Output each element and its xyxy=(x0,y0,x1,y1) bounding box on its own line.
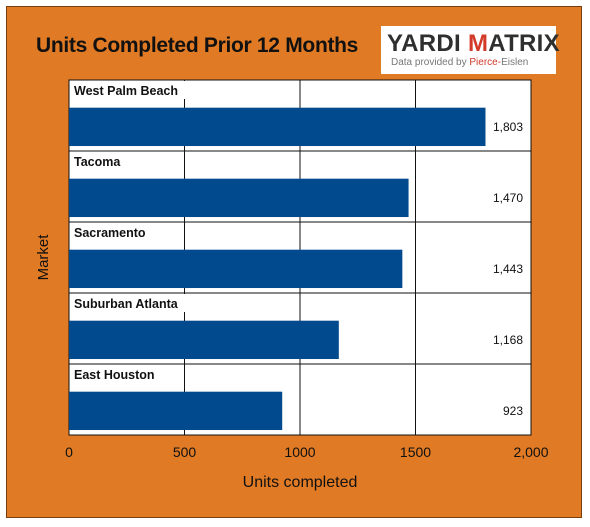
bars xyxy=(69,107,486,431)
category-label-bg xyxy=(70,294,200,312)
category-label: Suburban Atlanta xyxy=(74,297,179,311)
logo-tagline-pierce: Pierce- xyxy=(469,57,502,68)
value-labels: 1,803 1,470 1,443 1,168 923 xyxy=(493,120,523,418)
category-label-bg xyxy=(70,223,154,241)
logo-word-yardi: YARDI xyxy=(387,30,468,57)
x-tick-label: 500 xyxy=(173,444,197,460)
category-label: Sacramento xyxy=(74,226,146,240)
category-label: Tacoma xyxy=(74,155,121,169)
value-label: 1,443 xyxy=(493,262,523,276)
logo-tagline-eislen: Eislen xyxy=(501,57,529,68)
value-label: 1,470 xyxy=(493,191,523,205)
x-tick-labels: 0 500 1000 1500 2,000 xyxy=(65,444,549,460)
category-label: East Houston xyxy=(74,368,155,382)
category-label-bg xyxy=(70,152,124,170)
value-label: 1,803 xyxy=(493,120,523,134)
value-label: 1,168 xyxy=(493,333,523,347)
category-label-bg xyxy=(70,81,192,99)
logo-tagline-text: Data provided by xyxy=(391,57,470,68)
bar xyxy=(69,320,339,360)
x-tick-label: 0 xyxy=(65,444,73,460)
bar xyxy=(69,178,409,218)
chart-title: Units Completed Prior 12 Months xyxy=(36,34,359,57)
logo-wordmark: YARDI MATRIX xyxy=(387,30,560,58)
bar xyxy=(69,249,403,289)
x-axis-label: Units completed xyxy=(243,474,358,491)
x-tick-label: 1500 xyxy=(400,444,431,460)
logo-tagline: Data provided by Pierce-Eislen xyxy=(391,57,528,68)
x-tick-label: 2,000 xyxy=(513,444,548,460)
logo-letter-m: M xyxy=(467,30,489,57)
bar xyxy=(69,391,283,431)
yardi-matrix-logo: YARDI MATRIX Data provided by Pierce-Eis… xyxy=(381,26,560,74)
category-label-bg xyxy=(70,365,170,383)
x-tick-label: 1000 xyxy=(284,444,315,460)
logo-word-atrix: ATRIX xyxy=(488,30,560,57)
value-label: 923 xyxy=(503,404,523,418)
y-axis-label: Market xyxy=(35,234,52,281)
category-labels: West Palm Beach Tacoma Sacramento Suburban … xyxy=(70,81,200,383)
category-label: West Palm Beach xyxy=(74,84,178,98)
bar xyxy=(69,107,486,147)
